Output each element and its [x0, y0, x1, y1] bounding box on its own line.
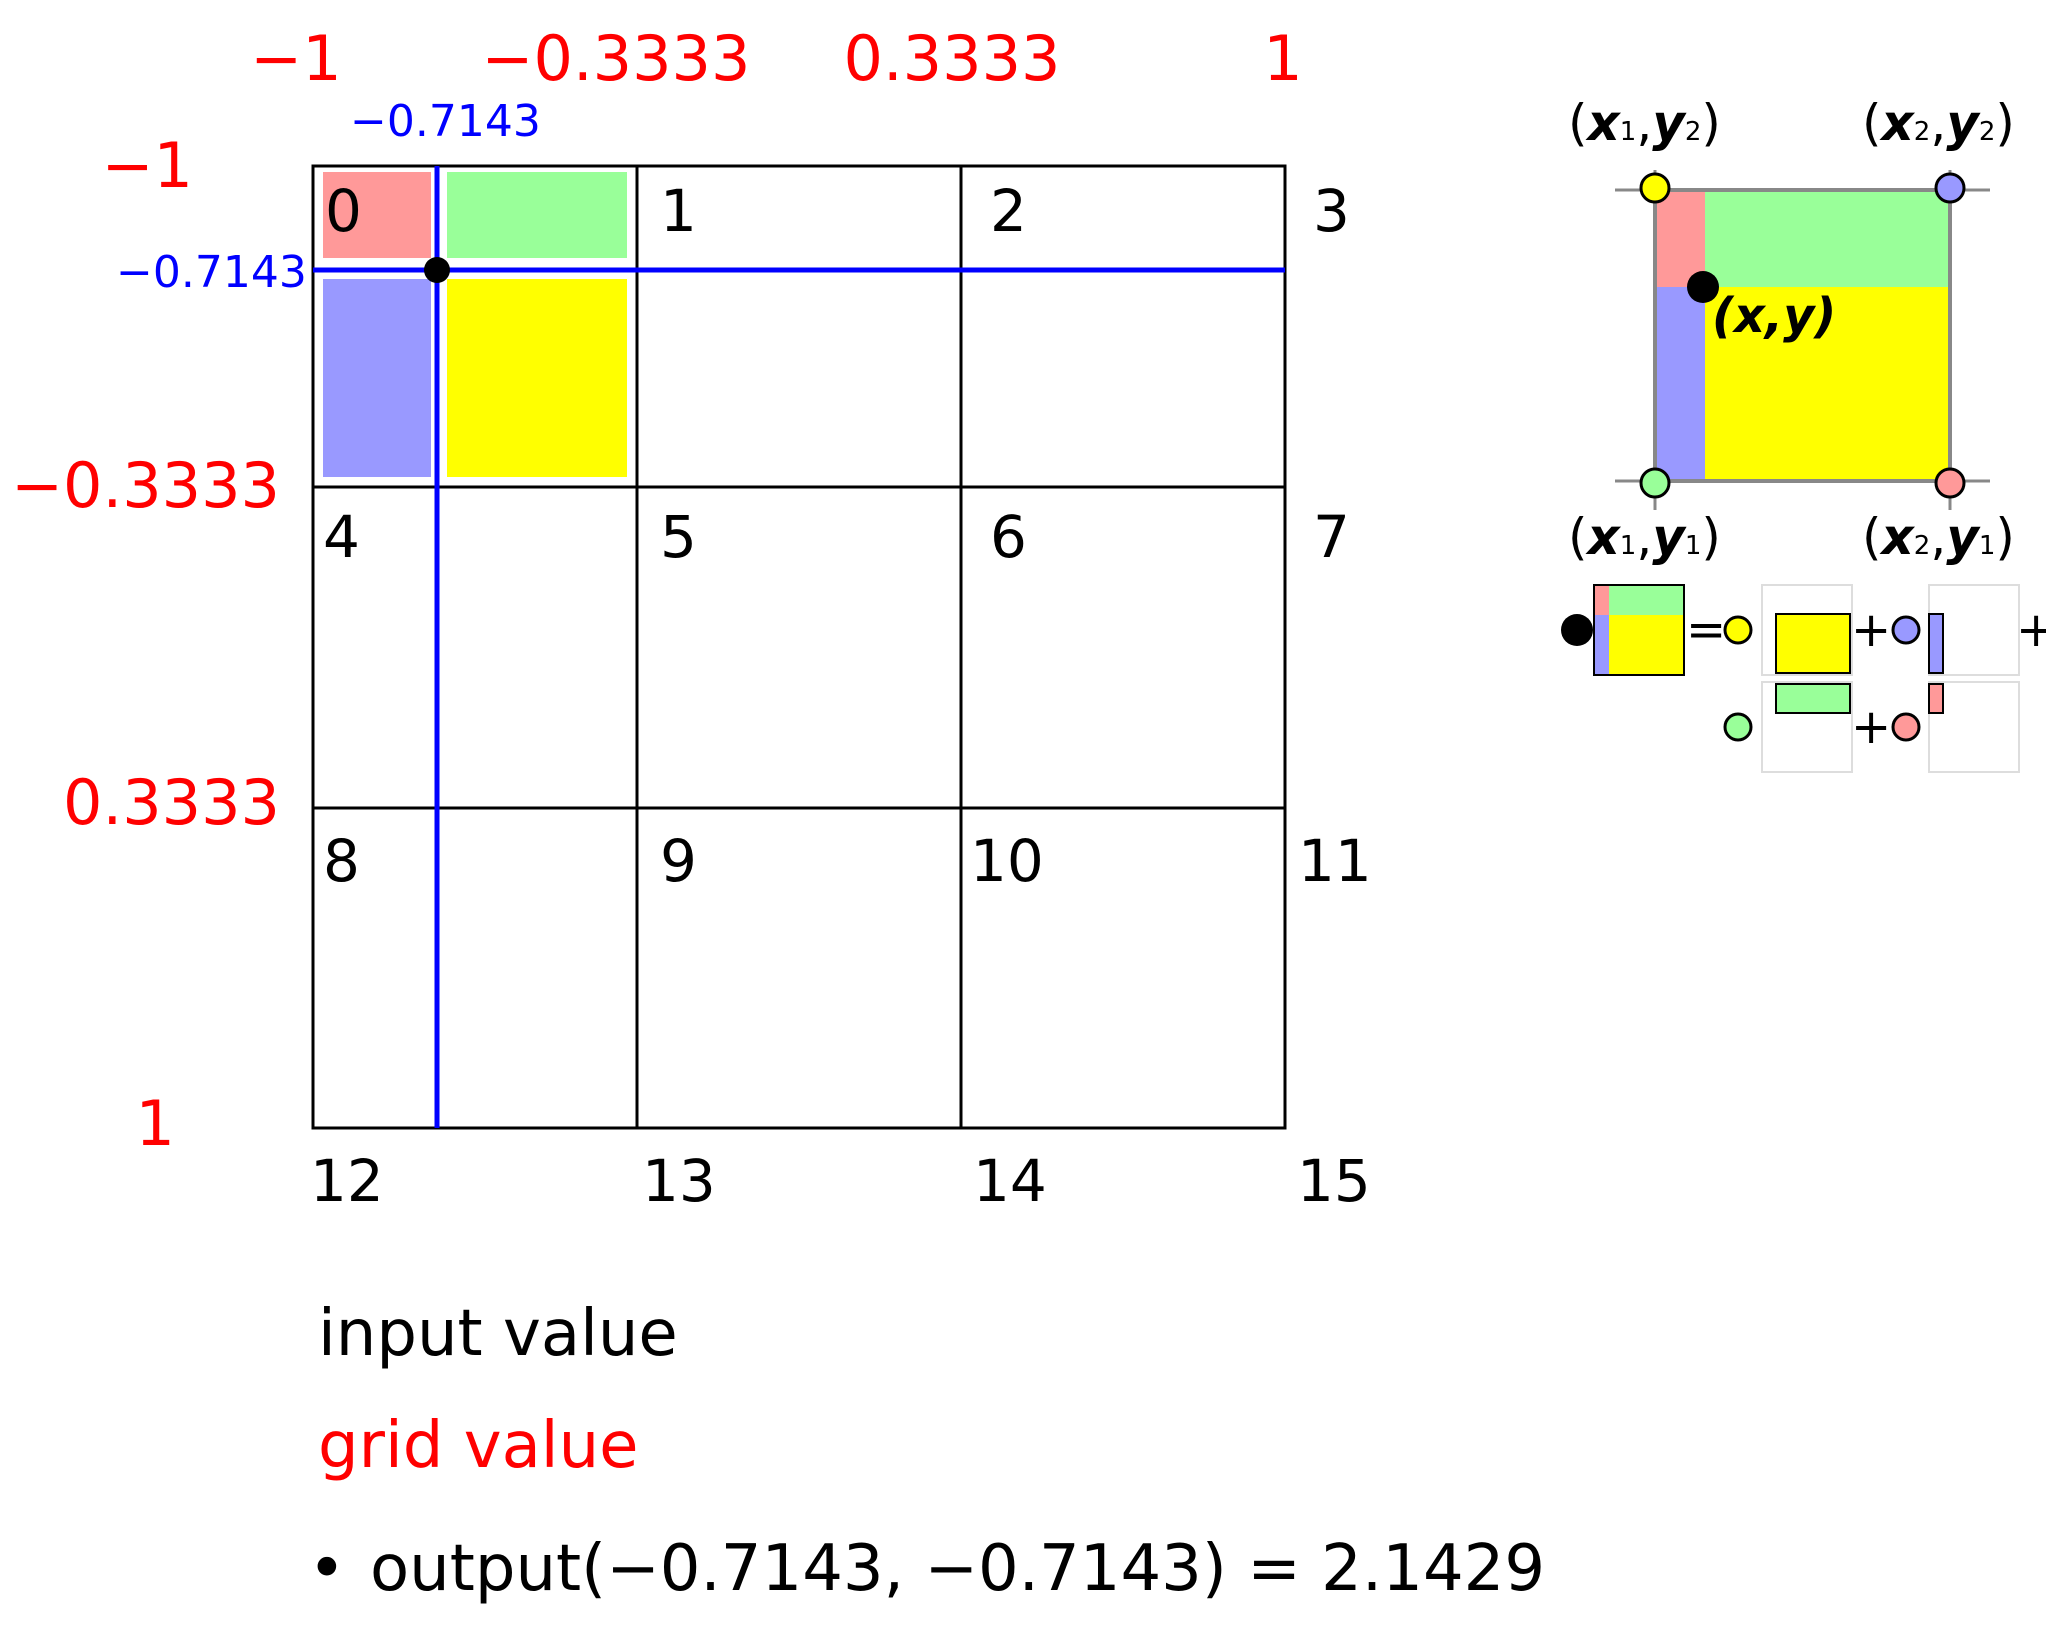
cell-index-12: 12: [310, 1147, 384, 1215]
formula-plus-2: +: [2016, 602, 2046, 658]
formula-red-marker: [1891, 712, 1921, 742]
y-tick-1: −1: [101, 129, 193, 202]
input-y-label: −0.7143: [116, 247, 307, 298]
cell-index-5: 5: [660, 503, 697, 571]
corner-x2y1-marker: [1934, 467, 1966, 499]
cell-index-4: 4: [323, 503, 360, 571]
corner-label-x1y2: (x1,y2): [1568, 94, 1721, 152]
cell-index-0: 0: [325, 177, 362, 245]
y-tick-4: 1: [135, 1087, 175, 1160]
x-tick-4: 1: [1263, 22, 1303, 95]
corner-label-x2y2: (x2,y2): [1862, 94, 2015, 152]
cell-index-7: 7: [1313, 503, 1350, 571]
cell-index-13: 13: [642, 1147, 716, 1215]
output-text: output(−0.7143, −0.7143) = 2.1429: [370, 1532, 1546, 1606]
legend-grid-value: grid value: [318, 1409, 639, 1483]
formula: [1561, 584, 2020, 773]
x-tick-1: −1: [250, 22, 342, 95]
cell-index-9: 9: [660, 827, 697, 895]
formula-point-marker: [1561, 614, 1593, 646]
corner-x1y2-marker: [1639, 172, 1671, 204]
cell-index-2: 2: [990, 177, 1027, 245]
formula-yellow-marker: [1723, 615, 1753, 645]
cell-index-1: 1: [660, 177, 697, 245]
corner-x2y2-marker: [1934, 172, 1966, 204]
cell-index-11: 11: [1298, 827, 1372, 895]
formula-equals: =: [1686, 602, 1727, 658]
input-point: [424, 257, 450, 283]
y-tick-2: −0.3333: [11, 449, 280, 522]
corner-label-x1y1: (x1,y1): [1568, 508, 1721, 566]
ref-yellow-region: [1705, 287, 1950, 481]
y-tick-3: 0.3333: [63, 766, 280, 839]
input-x-label: −0.7143: [350, 96, 541, 147]
yellow-region: [447, 279, 627, 477]
legend-input-value: input value: [318, 1297, 678, 1371]
ref-blue-region: [1655, 287, 1705, 481]
corner-x1y1-marker: [1639, 467, 1671, 499]
cell-index-6: 6: [990, 503, 1027, 571]
cell-index-10: 10: [970, 827, 1044, 895]
ref-green-region: [1705, 190, 1950, 287]
grid-lines: [311, 164, 1287, 1130]
cell-index-8: 8: [323, 827, 360, 895]
point-label: (x,y): [1712, 288, 1837, 344]
formula-green-marker: [1723, 712, 1753, 742]
corner-label-x2y1: (x2,y1): [1862, 508, 2015, 566]
cell-index-14: 14: [973, 1147, 1047, 1215]
ref-point-marker: [1687, 271, 1719, 303]
bullet-icon: •: [308, 1532, 346, 1606]
cell-index-15: 15: [1297, 1147, 1371, 1215]
output-line: • output(−0.7143, −0.7143) = 2.1429: [308, 1537, 1545, 1601]
formula-blue-marker: [1891, 615, 1921, 645]
red-region: [323, 172, 431, 258]
ref-red-region: [1655, 190, 1705, 287]
cell-index-3: 3: [1313, 177, 1350, 245]
blue-region: [323, 279, 431, 477]
reference-square: [1615, 170, 1990, 510]
green-region: [447, 172, 627, 258]
formula-plus-1: +: [1851, 602, 1892, 658]
formula-plus-3: +: [1851, 699, 1892, 755]
x-tick-3: 0.3333: [843, 22, 1061, 95]
x-tick-2: −0.3333: [481, 22, 751, 95]
